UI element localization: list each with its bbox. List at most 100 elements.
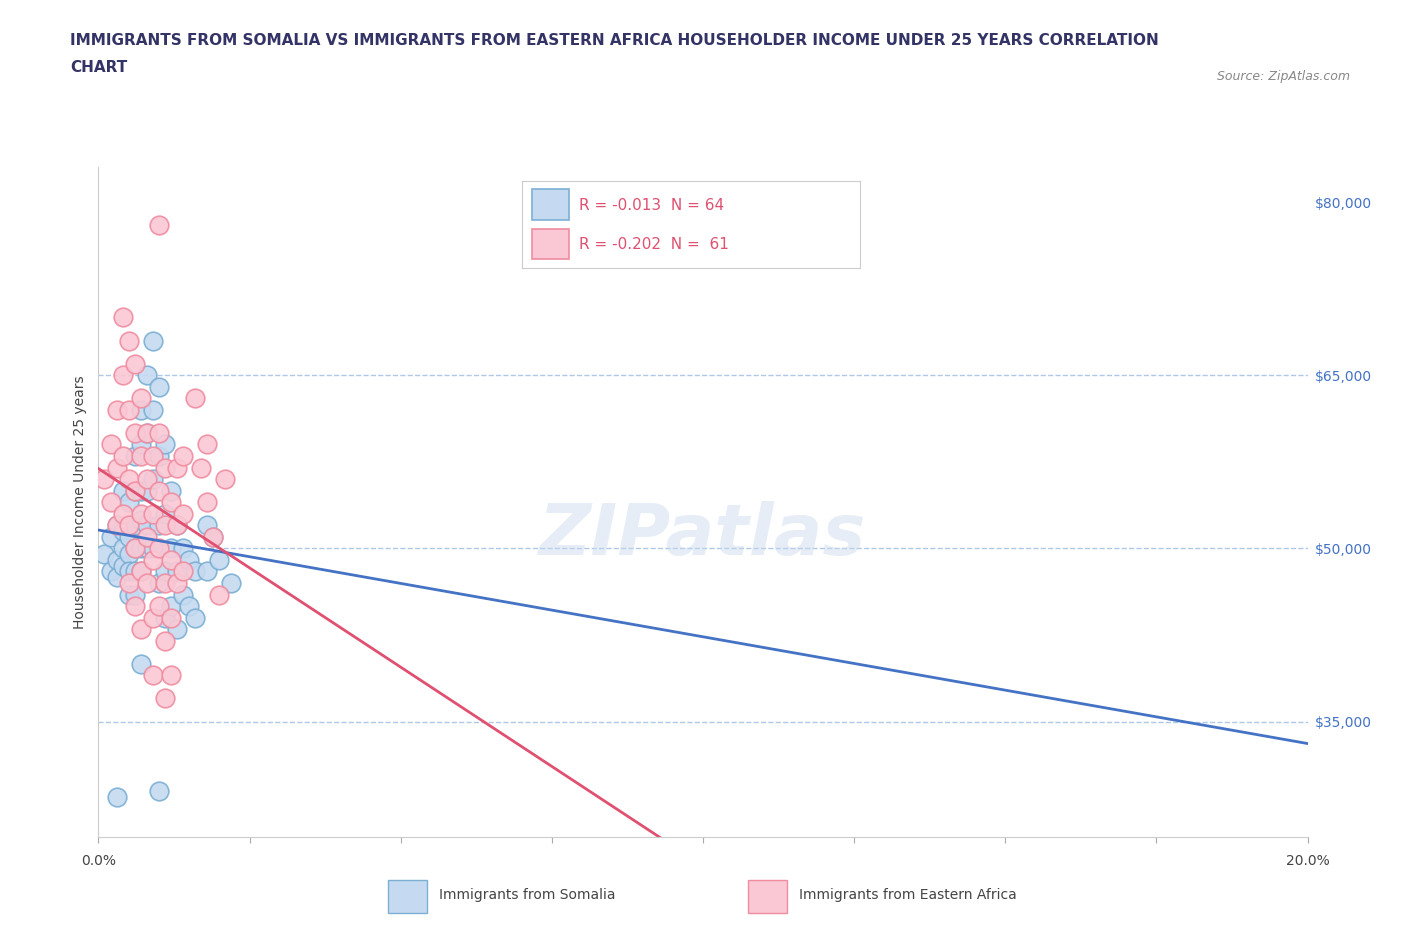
- Point: [148, 484, 170, 498]
- Point: [221, 576, 243, 591]
- Point: [195, 495, 218, 510]
- Point: [124, 564, 146, 578]
- Point: [166, 576, 188, 591]
- Text: Immigrants from Eastern Africa: Immigrants from Eastern Africa: [799, 888, 1017, 902]
- Point: [148, 541, 170, 556]
- Bar: [388, 880, 427, 913]
- Point: [179, 552, 201, 567]
- Point: [172, 564, 194, 578]
- Point: [208, 552, 231, 567]
- Point: [105, 518, 128, 533]
- Point: [148, 576, 170, 591]
- Point: [129, 506, 152, 521]
- Point: [153, 437, 176, 452]
- Point: [111, 310, 134, 325]
- Point: [124, 541, 146, 556]
- Point: [100, 529, 122, 544]
- Point: [129, 541, 152, 556]
- Point: [129, 437, 152, 452]
- Point: [118, 403, 141, 418]
- Point: [148, 218, 170, 232]
- Point: [118, 576, 141, 591]
- Point: [179, 599, 201, 614]
- Point: [190, 460, 212, 475]
- Text: Source: ZipAtlas.com: Source: ZipAtlas.com: [1216, 70, 1350, 83]
- Point: [142, 333, 165, 348]
- Point: [105, 403, 128, 418]
- Text: 20.0%: 20.0%: [1285, 855, 1330, 869]
- Point: [184, 391, 207, 405]
- Point: [124, 484, 146, 498]
- Point: [202, 529, 225, 544]
- Point: [135, 472, 157, 486]
- Point: [111, 558, 134, 573]
- Point: [118, 518, 141, 533]
- Point: [100, 495, 122, 510]
- Point: [124, 484, 146, 498]
- Point: [111, 506, 134, 521]
- Point: [142, 472, 165, 486]
- Point: [105, 552, 128, 567]
- Point: [148, 426, 170, 441]
- Point: [118, 529, 141, 544]
- Point: [105, 460, 128, 475]
- Bar: [748, 880, 787, 913]
- Point: [111, 367, 134, 382]
- Text: ZIPatlas: ZIPatlas: [540, 501, 866, 570]
- Point: [93, 472, 115, 486]
- Point: [160, 495, 183, 510]
- Point: [148, 518, 170, 533]
- Point: [118, 333, 141, 348]
- Point: [118, 472, 141, 486]
- Point: [129, 403, 152, 418]
- Point: [160, 541, 183, 556]
- Point: [111, 541, 134, 556]
- Point: [118, 587, 141, 602]
- Point: [142, 610, 165, 625]
- Point: [160, 552, 183, 567]
- Point: [153, 564, 176, 578]
- Point: [142, 668, 165, 683]
- Point: [148, 599, 170, 614]
- Point: [148, 783, 170, 798]
- Point: [153, 518, 176, 533]
- Point: [184, 564, 207, 578]
- Point: [172, 506, 194, 521]
- Point: [124, 518, 146, 533]
- Point: [166, 518, 188, 533]
- Point: [153, 633, 176, 648]
- Point: [184, 610, 207, 625]
- Point: [118, 564, 141, 578]
- Text: Immigrants from Somalia: Immigrants from Somalia: [439, 888, 616, 902]
- Point: [172, 541, 194, 556]
- Point: [142, 403, 165, 418]
- Text: IMMIGRANTS FROM SOMALIA VS IMMIGRANTS FROM EASTERN AFRICA HOUSEHOLDER INCOME UND: IMMIGRANTS FROM SOMALIA VS IMMIGRANTS FR…: [70, 33, 1159, 47]
- Point: [208, 587, 231, 602]
- Point: [111, 484, 134, 498]
- Text: 0.0%: 0.0%: [82, 855, 115, 869]
- Point: [129, 484, 152, 498]
- Point: [135, 529, 157, 544]
- Point: [129, 448, 152, 463]
- Point: [118, 495, 141, 510]
- Point: [135, 541, 157, 556]
- Y-axis label: Householder Income Under 25 years: Householder Income Under 25 years: [73, 376, 87, 629]
- Point: [195, 518, 218, 533]
- Point: [135, 518, 157, 533]
- Point: [172, 448, 194, 463]
- Point: [135, 367, 157, 382]
- Point: [135, 426, 157, 441]
- Point: [166, 564, 188, 578]
- Point: [135, 484, 157, 498]
- Point: [160, 668, 183, 683]
- Point: [118, 547, 141, 562]
- Point: [124, 448, 146, 463]
- Point: [142, 506, 165, 521]
- Point: [142, 448, 165, 463]
- Point: [153, 691, 176, 706]
- Point: [105, 790, 128, 804]
- Point: [111, 448, 134, 463]
- Point: [124, 599, 146, 614]
- Point: [100, 564, 122, 578]
- Point: [105, 518, 128, 533]
